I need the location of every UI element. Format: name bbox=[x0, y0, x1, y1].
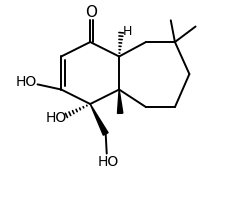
Text: H: H bbox=[123, 25, 132, 38]
Text: O: O bbox=[85, 5, 97, 20]
Text: HO: HO bbox=[46, 111, 67, 125]
Polygon shape bbox=[90, 104, 108, 135]
Text: HO: HO bbox=[16, 75, 37, 89]
Polygon shape bbox=[117, 89, 122, 113]
Text: HO: HO bbox=[97, 155, 118, 169]
